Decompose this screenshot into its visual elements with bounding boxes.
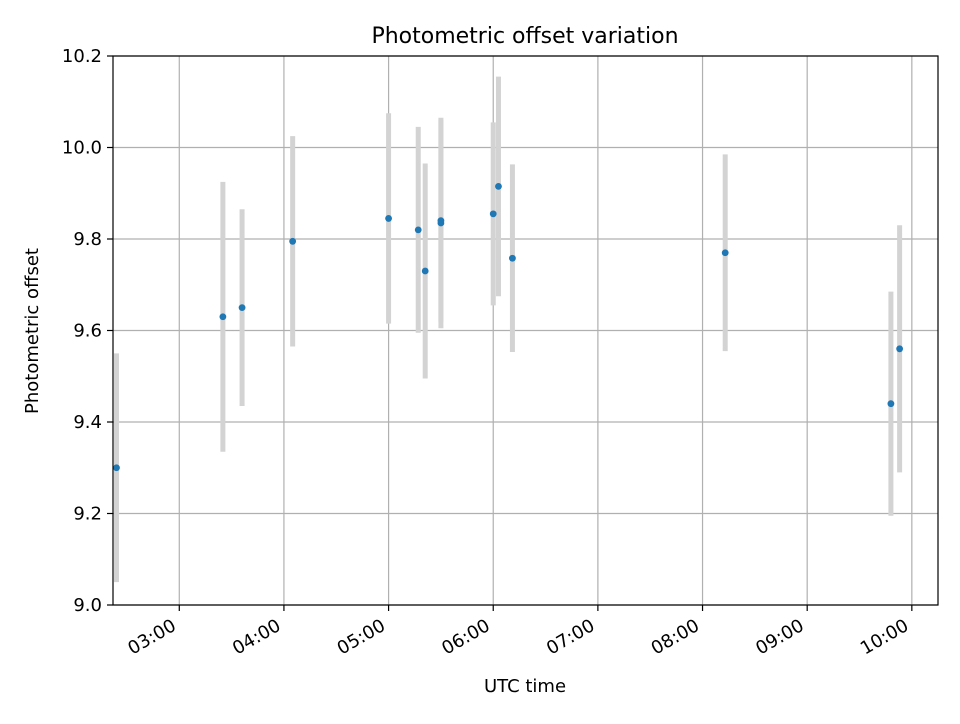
- data-point: [437, 217, 445, 225]
- data-point: [219, 313, 227, 321]
- x-tick-label: 05:00: [334, 615, 389, 659]
- y-tick-label: 9.6: [73, 321, 102, 342]
- y-tick-label: 9.8: [73, 229, 102, 250]
- data-point: [289, 237, 297, 245]
- data-point: [495, 182, 502, 190]
- y-tick-label: 9.2: [73, 504, 102, 525]
- chart-title: Photometric offset variation: [371, 24, 678, 49]
- tick-layer: 03:00 04:00 05:00 06:00 07:00 08:00 09:00 10:00…: [62, 46, 913, 659]
- grid-layer: [113, 55, 938, 606]
- x-tick-label: 09:00: [752, 615, 807, 659]
- data-point: [887, 400, 895, 408]
- y-tick-label: 10.0: [62, 138, 102, 159]
- data-point: [489, 210, 497, 218]
- x-axis-label: UTC time: [484, 676, 566, 697]
- x-tick-label: 07:00: [543, 615, 598, 659]
- data-point: [414, 226, 422, 234]
- x-tick-label: 06:00: [438, 615, 493, 659]
- data-point: [896, 345, 904, 353]
- data-point: [238, 304, 246, 312]
- y-tick-label: 9.0: [73, 595, 102, 616]
- x-tick-label: 08:00: [648, 615, 703, 659]
- errorbar-layer: [113, 76, 903, 583]
- data-point: [509, 254, 516, 262]
- x-tick-label: 04:00: [229, 615, 284, 659]
- data-point: [385, 215, 392, 222]
- x-tick-label: 10:00: [857, 615, 912, 659]
- y-tick-label: 9.4: [73, 412, 102, 433]
- y-tick-label: 10.2: [62, 46, 102, 67]
- data-point: [113, 464, 120, 472]
- y-axis-label: Photometric offset: [22, 248, 43, 414]
- x-tick-label: 03:00: [124, 615, 179, 659]
- data-point: [721, 249, 729, 257]
- point-layer: [113, 182, 904, 472]
- data-point: [421, 267, 429, 275]
